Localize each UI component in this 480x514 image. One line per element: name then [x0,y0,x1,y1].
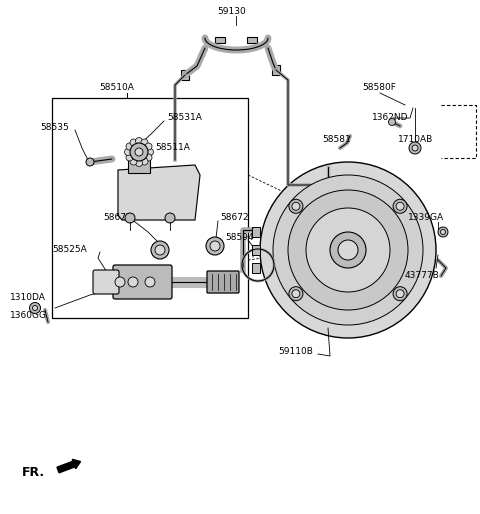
Text: 58525A: 58525A [52,246,87,254]
Circle shape [396,203,404,210]
Text: 43777B: 43777B [405,270,440,280]
Text: 58581: 58581 [322,136,351,144]
Circle shape [260,162,436,338]
Bar [272,65,280,75]
Circle shape [155,245,165,255]
Circle shape [141,158,148,165]
Text: 1339GA: 1339GA [408,213,444,223]
Circle shape [338,240,358,260]
Circle shape [441,229,445,234]
Circle shape [151,241,169,259]
Text: 1710AB: 1710AB [398,136,433,144]
Circle shape [126,154,133,161]
Circle shape [412,145,418,151]
Text: 58511A: 58511A [155,143,190,153]
Circle shape [126,143,133,150]
Circle shape [29,303,40,314]
Bar [52,98,248,318]
FancyArrow shape [57,460,81,473]
Circle shape [130,143,148,161]
FancyBboxPatch shape [113,265,172,299]
Circle shape [145,143,152,150]
Text: 58672: 58672 [220,213,249,223]
Bar [247,37,257,43]
Bar [252,227,260,237]
Circle shape [86,158,94,166]
Circle shape [393,287,407,301]
Text: 58535: 58535 [40,122,69,132]
Circle shape [135,148,143,156]
Polygon shape [118,165,200,220]
Text: 1362ND: 1362ND [372,114,408,122]
Text: FR.: FR. [22,466,45,479]
Circle shape [306,208,390,292]
Bar [181,70,189,80]
Circle shape [141,139,148,146]
Circle shape [124,149,132,156]
Circle shape [409,142,421,154]
Circle shape [330,232,366,268]
Circle shape [292,203,300,210]
Circle shape [145,154,152,161]
Circle shape [125,213,135,223]
Circle shape [273,175,423,325]
Text: 59110B: 59110B [278,347,313,357]
Bar [252,245,260,255]
Circle shape [289,199,303,213]
Circle shape [130,139,137,146]
Text: 59130: 59130 [217,8,246,16]
Bar [215,37,225,43]
Circle shape [288,190,408,310]
Circle shape [145,277,155,287]
Text: 58594: 58594 [225,233,253,243]
Text: 58531A: 58531A [167,114,202,122]
Circle shape [33,305,37,310]
FancyBboxPatch shape [93,270,119,294]
Circle shape [135,159,143,167]
Circle shape [292,290,300,298]
Circle shape [388,119,396,125]
Circle shape [438,227,448,237]
Text: 58672: 58672 [103,213,132,223]
Bar [252,263,260,273]
Circle shape [289,287,303,301]
Text: 1310DA: 1310DA [10,293,46,303]
Circle shape [146,149,154,156]
Circle shape [396,290,404,298]
Circle shape [165,213,175,223]
Circle shape [206,237,224,255]
FancyBboxPatch shape [207,271,239,293]
Circle shape [115,277,125,287]
Text: 58510A: 58510A [99,83,134,93]
Circle shape [128,277,138,287]
Text: 58580F: 58580F [362,83,396,93]
Bar [128,155,150,173]
Circle shape [210,241,220,251]
Circle shape [393,199,407,213]
Circle shape [130,158,137,165]
Circle shape [135,138,143,144]
Text: 1360GG: 1360GG [10,311,47,321]
